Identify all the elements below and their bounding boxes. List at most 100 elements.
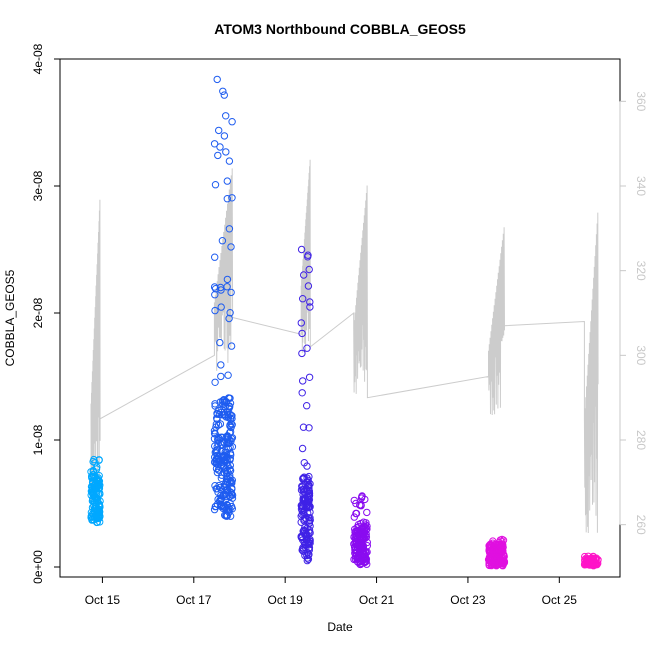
data-point <box>581 555 589 564</box>
y2-tick-label: 340 <box>634 176 648 196</box>
data-point <box>353 523 361 532</box>
data-point <box>214 495 222 504</box>
data-point <box>227 342 236 350</box>
data-point <box>211 400 219 408</box>
data-point <box>226 415 235 423</box>
data-point <box>221 456 229 464</box>
data-point <box>298 501 306 510</box>
data-point <box>305 487 313 495</box>
data-point <box>489 546 497 554</box>
y2-tick-label: 300 <box>634 345 648 365</box>
data-point <box>305 519 313 528</box>
x-tick-label: Oct 15 <box>85 593 121 607</box>
data-point <box>304 253 312 261</box>
data-point <box>88 487 96 495</box>
data-point <box>357 501 365 509</box>
data-point <box>227 288 235 297</box>
data-point <box>227 423 235 432</box>
data-point <box>226 422 234 430</box>
data-point <box>303 402 311 410</box>
data-point <box>304 541 313 549</box>
data-point <box>350 513 358 521</box>
data-point <box>94 477 103 485</box>
y2-tick-label: 320 <box>634 261 648 281</box>
data-point <box>298 444 307 453</box>
data-point <box>216 338 224 347</box>
data-point <box>211 378 219 386</box>
data-point <box>492 559 500 568</box>
plot-frame <box>59 58 621 578</box>
axes-layer: Oct 15 Oct 17 Oct 19 Oct 21 Oct 23 Oct 25 0e+0… <box>31 43 648 607</box>
data-point <box>228 484 236 492</box>
data-point <box>220 502 228 510</box>
x-tick-label: Oct 25 <box>542 593 578 607</box>
data-point <box>212 449 221 457</box>
data-point <box>225 314 233 323</box>
data-point <box>352 499 360 508</box>
data-point <box>211 253 219 261</box>
data-point <box>298 504 306 512</box>
data-point <box>223 511 231 519</box>
data-point <box>211 306 219 315</box>
data-point <box>91 459 99 467</box>
data-point <box>228 476 237 484</box>
data-point <box>210 427 219 435</box>
data-point <box>298 483 306 491</box>
data-point <box>210 140 219 148</box>
data-point <box>214 461 222 469</box>
data-point <box>215 126 223 135</box>
data-point <box>94 479 103 488</box>
data-point <box>92 487 101 495</box>
data-point <box>300 515 308 523</box>
data-point <box>226 499 234 508</box>
data-point <box>228 412 236 420</box>
data-point <box>300 271 308 279</box>
data-point <box>299 377 307 385</box>
data-point <box>220 132 229 140</box>
data-point <box>305 373 314 381</box>
data-point <box>214 466 223 474</box>
x-tick-label: Oct 19 <box>267 593 303 607</box>
data-point <box>297 319 305 327</box>
data-point <box>217 286 225 294</box>
data-point <box>305 472 313 481</box>
data-point <box>305 265 313 274</box>
data-point <box>225 439 233 447</box>
data-point <box>586 559 594 568</box>
data-point <box>350 533 358 541</box>
data-point <box>297 245 306 254</box>
chart-title: ATOM3 Northbound COBBLA_GEOS5 <box>214 21 466 37</box>
data-point <box>95 513 103 522</box>
data-point <box>306 508 314 516</box>
y2-tick-label: 260 <box>634 515 648 535</box>
data-point <box>298 349 306 358</box>
data-point <box>485 561 493 570</box>
data-point <box>227 243 235 251</box>
data-point <box>223 195 232 203</box>
data-point <box>361 495 369 504</box>
data-point <box>352 509 361 518</box>
data-point <box>350 543 359 551</box>
data-point <box>211 453 219 461</box>
data-point <box>299 423 308 431</box>
data-point <box>306 298 314 306</box>
data-point <box>217 502 225 510</box>
data-point <box>306 516 314 524</box>
data-point <box>303 551 311 560</box>
data-point <box>219 462 228 470</box>
data-point <box>357 536 365 544</box>
data-point <box>221 403 229 411</box>
data-point <box>493 561 501 569</box>
data-point <box>499 554 508 562</box>
data-point <box>228 194 236 202</box>
data-point <box>92 506 100 515</box>
data-point <box>223 275 232 284</box>
data-point <box>361 521 370 529</box>
data-point <box>306 303 314 311</box>
data-point <box>355 546 364 554</box>
data-point <box>219 87 227 96</box>
line-series-layer <box>90 159 599 534</box>
data-point <box>589 559 598 567</box>
